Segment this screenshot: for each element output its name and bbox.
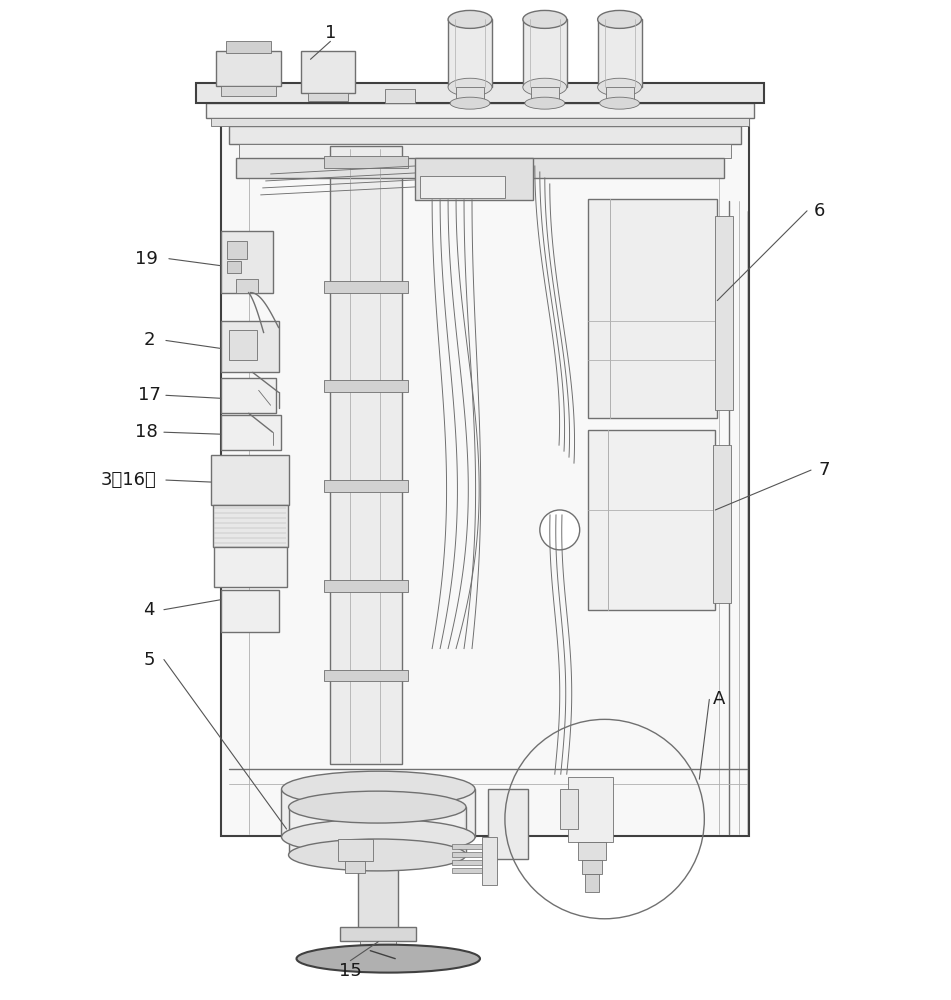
Bar bbox=[226, 261, 241, 273]
Circle shape bbox=[540, 510, 580, 550]
Bar bbox=[531, 87, 559, 103]
Bar bbox=[324, 480, 408, 492]
Bar bbox=[308, 93, 348, 101]
Text: 17: 17 bbox=[138, 386, 161, 404]
Bar bbox=[452, 860, 482, 865]
Bar bbox=[236, 279, 258, 293]
Ellipse shape bbox=[297, 945, 480, 973]
Text: 19: 19 bbox=[134, 250, 158, 268]
Ellipse shape bbox=[597, 10, 642, 28]
Bar bbox=[226, 241, 246, 259]
Bar bbox=[225, 41, 271, 53]
Bar bbox=[221, 321, 279, 372]
Bar bbox=[324, 580, 408, 592]
Bar bbox=[324, 281, 408, 293]
Bar bbox=[340, 927, 417, 941]
Bar bbox=[214, 547, 286, 587]
Ellipse shape bbox=[288, 839, 466, 871]
Bar bbox=[713, 445, 731, 603]
Bar bbox=[236, 158, 725, 178]
Ellipse shape bbox=[525, 97, 565, 109]
Bar bbox=[221, 231, 273, 293]
Bar bbox=[416, 158, 533, 200]
Ellipse shape bbox=[450, 97, 490, 109]
Bar bbox=[324, 670, 408, 681]
Bar bbox=[585, 874, 598, 892]
Bar bbox=[360, 941, 397, 959]
Bar bbox=[420, 176, 505, 198]
Bar bbox=[588, 430, 715, 610]
Bar bbox=[523, 19, 567, 87]
Bar bbox=[196, 83, 765, 103]
Ellipse shape bbox=[523, 78, 567, 96]
Bar bbox=[221, 378, 276, 413]
Bar bbox=[577, 842, 606, 860]
Bar bbox=[456, 87, 484, 103]
Text: A: A bbox=[713, 690, 726, 708]
Bar bbox=[221, 86, 276, 96]
Ellipse shape bbox=[597, 78, 642, 96]
Bar bbox=[482, 837, 497, 885]
Bar bbox=[291, 809, 464, 854]
Bar bbox=[345, 861, 365, 873]
Ellipse shape bbox=[448, 10, 492, 28]
Bar bbox=[606, 87, 633, 103]
Bar bbox=[211, 118, 749, 126]
Bar bbox=[452, 868, 482, 873]
Bar bbox=[330, 146, 402, 764]
Bar bbox=[488, 789, 528, 859]
Bar bbox=[588, 199, 717, 418]
Ellipse shape bbox=[288, 791, 466, 823]
Bar bbox=[221, 590, 279, 632]
Bar bbox=[221, 118, 749, 836]
Ellipse shape bbox=[281, 771, 475, 807]
Bar bbox=[448, 19, 492, 87]
Ellipse shape bbox=[448, 78, 492, 96]
Text: 15: 15 bbox=[339, 962, 361, 980]
Bar bbox=[282, 791, 474, 836]
Text: 7: 7 bbox=[818, 461, 829, 479]
Ellipse shape bbox=[523, 10, 567, 28]
Bar bbox=[281, 789, 475, 837]
Bar bbox=[560, 789, 577, 829]
Text: 2: 2 bbox=[144, 331, 155, 349]
Text: 3〖16〗: 3〖16〗 bbox=[101, 471, 157, 489]
Bar bbox=[715, 216, 733, 410]
Text: 1: 1 bbox=[324, 24, 336, 42]
Bar bbox=[385, 89, 416, 103]
Bar bbox=[452, 852, 482, 857]
Bar bbox=[582, 860, 602, 874]
Bar bbox=[339, 839, 374, 861]
Bar bbox=[597, 19, 642, 87]
Bar bbox=[324, 156, 408, 168]
Bar bbox=[301, 51, 356, 93]
Bar bbox=[211, 455, 288, 505]
Ellipse shape bbox=[600, 97, 639, 109]
Bar bbox=[221, 415, 281, 450]
Bar bbox=[205, 103, 754, 118]
Text: 18: 18 bbox=[135, 423, 157, 441]
Bar bbox=[229, 126, 741, 144]
Bar bbox=[239, 144, 731, 158]
Bar bbox=[229, 330, 257, 360]
Ellipse shape bbox=[281, 819, 475, 855]
Text: 5: 5 bbox=[144, 651, 155, 669]
Bar bbox=[359, 869, 398, 929]
Bar bbox=[324, 380, 408, 392]
Bar bbox=[216, 51, 281, 86]
Bar bbox=[213, 505, 287, 547]
Bar bbox=[288, 807, 466, 855]
Bar bbox=[568, 777, 612, 842]
Text: 6: 6 bbox=[813, 202, 825, 220]
Text: 4: 4 bbox=[144, 601, 155, 619]
Bar bbox=[452, 844, 482, 849]
